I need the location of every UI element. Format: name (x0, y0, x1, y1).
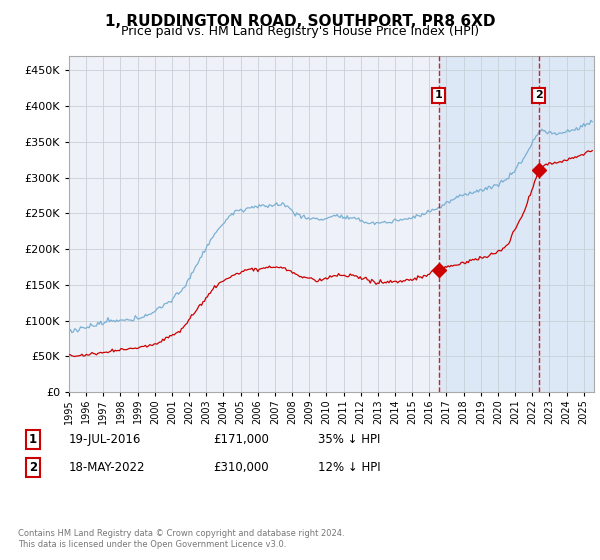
Text: 35% ↓ HPI: 35% ↓ HPI (318, 433, 380, 446)
Text: 19-JUL-2016: 19-JUL-2016 (69, 433, 142, 446)
Text: 12% ↓ HPI: 12% ↓ HPI (318, 461, 380, 474)
Text: £171,000: £171,000 (213, 433, 269, 446)
Text: 1: 1 (435, 90, 443, 100)
Text: 2: 2 (535, 90, 542, 100)
Text: £310,000: £310,000 (213, 461, 269, 474)
Text: 1: 1 (29, 433, 37, 446)
Text: Price paid vs. HM Land Registry's House Price Index (HPI): Price paid vs. HM Land Registry's House … (121, 25, 479, 38)
Text: 2: 2 (29, 461, 37, 474)
Text: Contains HM Land Registry data © Crown copyright and database right 2024.
This d: Contains HM Land Registry data © Crown c… (18, 529, 344, 549)
Text: 1, RUDDINGTON ROAD, SOUTHPORT, PR8 6XD: 1, RUDDINGTON ROAD, SOUTHPORT, PR8 6XD (105, 14, 495, 29)
Bar (439, 56, 594, 392)
Text: 18-MAY-2022: 18-MAY-2022 (69, 461, 146, 474)
